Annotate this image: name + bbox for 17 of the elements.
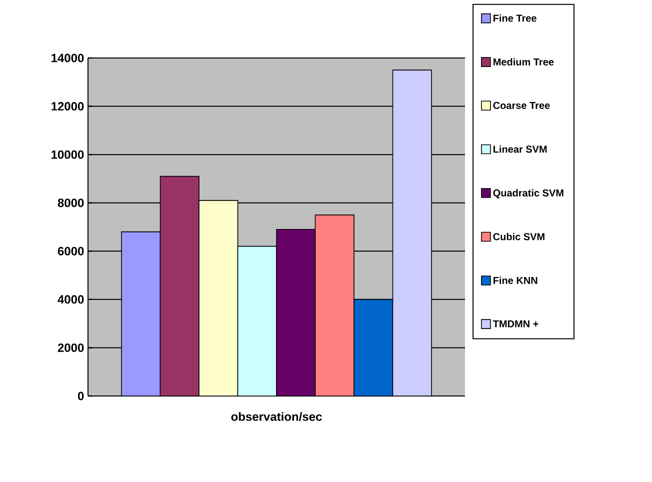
legend-label: Fine KNN [494, 276, 538, 284]
y-tick-label: 14000 [52, 54, 84, 62]
y-tick-label: 10000 [52, 150, 84, 159]
legend-label: Medium Tree [494, 58, 554, 66]
y-tick-label: 8000 [58, 198, 84, 208]
legend-label: TMDMN + [492, 320, 538, 328]
y-tick-label: 2000 [58, 343, 84, 352]
y-tick-label: 12000 [52, 102, 84, 111]
legend-label: Quadratic SVM [493, 189, 564, 198]
y-tick-label: 4000 [58, 295, 84, 304]
legend-label: Cubic SVM [493, 232, 544, 240]
legend-label: Linear SVM [494, 145, 547, 153]
y-tick-label: 6000 [58, 246, 84, 256]
legend-label: Coarse Tree [493, 102, 550, 109]
x-tick-label: observation/sec [231, 412, 322, 422]
legend-label: Fine Tree [494, 14, 536, 22]
y-tick-label: 0 [78, 392, 84, 400]
